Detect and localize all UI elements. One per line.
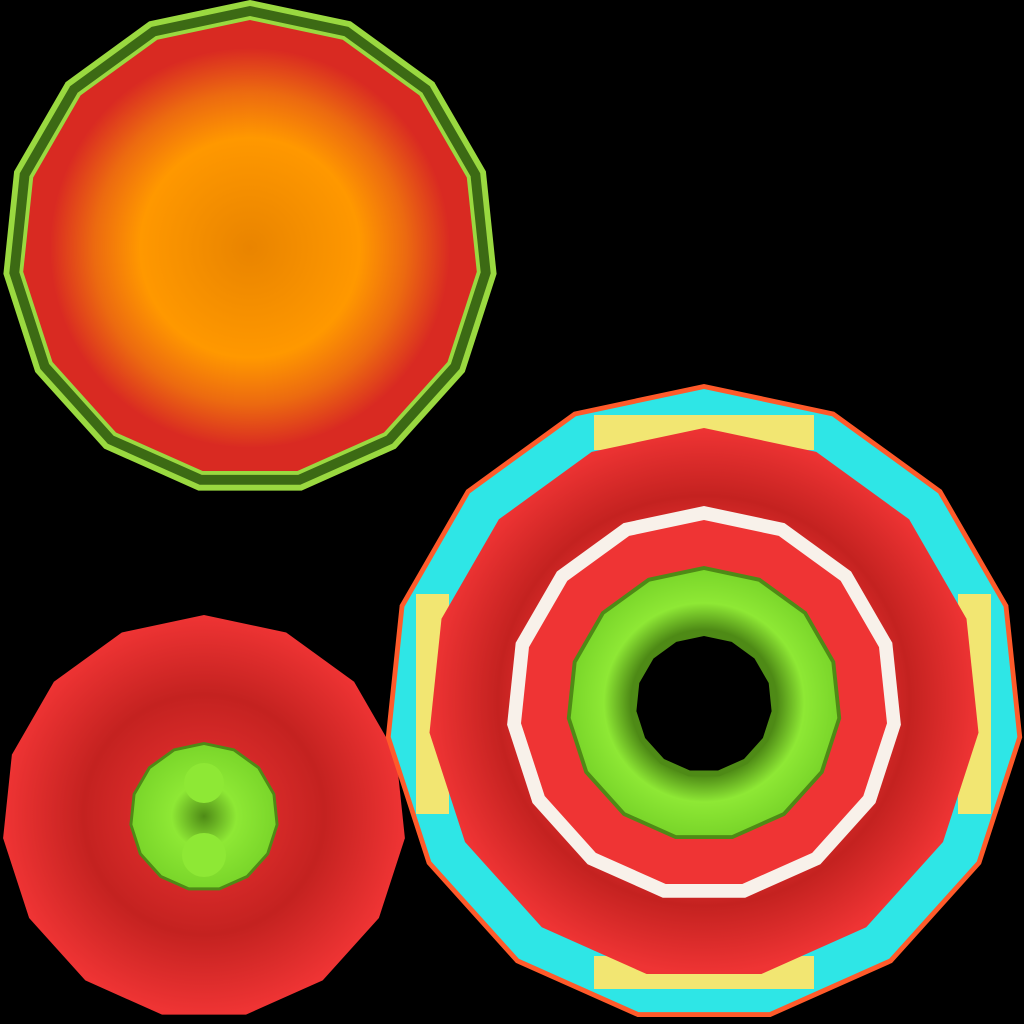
center-hole xyxy=(636,636,772,771)
target-ring-texture xyxy=(385,384,1023,1017)
green-nub-highlight-bottom xyxy=(182,833,226,877)
orange-disc-texture xyxy=(3,0,497,491)
green-nub-highlight-top xyxy=(184,763,224,803)
red-disc-texture xyxy=(3,615,405,1015)
orange-center xyxy=(50,48,450,448)
green-nub xyxy=(132,745,276,888)
